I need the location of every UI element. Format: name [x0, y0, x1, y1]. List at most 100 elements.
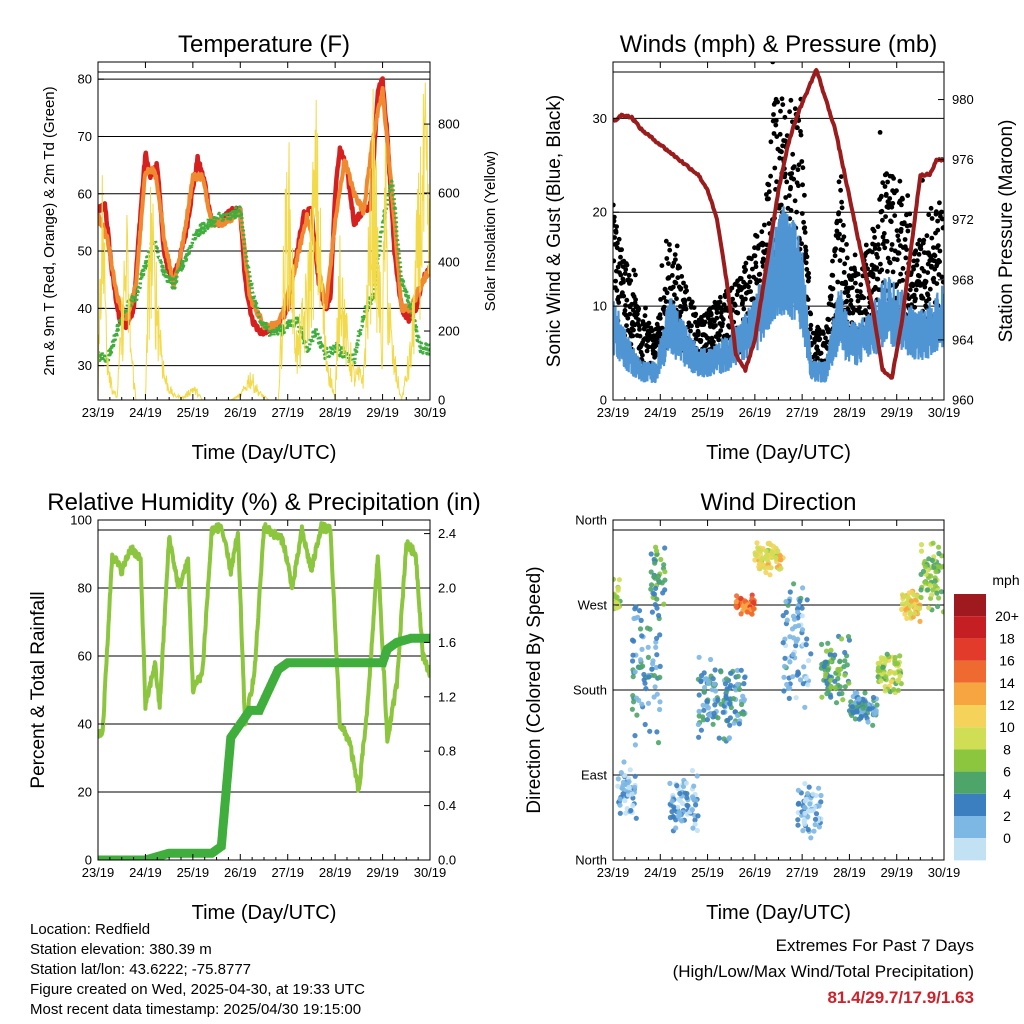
gust-point [879, 208, 885, 214]
direction-point [738, 595, 744, 602]
direction-point [767, 572, 773, 578]
gust-point [911, 292, 917, 298]
direction-point [818, 792, 824, 799]
y2-tick-label: 0.4 [438, 798, 456, 813]
gust-point [925, 292, 931, 298]
direction-point [652, 560, 658, 566]
x-tick-label: 23/19 [597, 405, 630, 420]
direction-point [922, 579, 928, 585]
x-axis-label: Time (Day/UTC) [706, 902, 851, 924]
gust-point [714, 315, 720, 321]
gust-point [645, 338, 651, 343]
direction-point [653, 585, 659, 592]
direction-point [657, 699, 663, 705]
gust-point [689, 323, 694, 329]
y2-tick-label: 968 [952, 272, 974, 287]
direction-point [787, 659, 793, 665]
gust-point [630, 333, 636, 339]
gust-point [644, 348, 650, 354]
gust-point [790, 151, 796, 157]
gust-point [683, 306, 689, 312]
gust-point [779, 149, 784, 155]
gust-point [791, 164, 797, 170]
direction-point [698, 678, 704, 684]
direction-point [930, 540, 936, 546]
direction-point [763, 548, 769, 554]
direction-point [743, 604, 749, 610]
direction-point [931, 565, 937, 571]
gust-point [828, 293, 834, 299]
direction-point [742, 674, 748, 681]
direction-point [793, 638, 799, 645]
gust-point [849, 277, 855, 282]
direction-point [645, 700, 652, 706]
direction-point [936, 544, 942, 550]
direction-point [918, 587, 924, 593]
gust-point [780, 102, 786, 107]
direction-point [802, 781, 808, 787]
gust-point [883, 214, 888, 220]
gust-point [766, 221, 772, 226]
gust-point [799, 159, 805, 164]
direction-point [652, 684, 658, 690]
direction-point [837, 658, 843, 664]
direction-point [825, 667, 831, 673]
direction-point [733, 603, 739, 610]
x-tick-label: 23/19 [82, 865, 115, 880]
direction-point [702, 684, 708, 691]
direction-point [722, 681, 729, 687]
gust-point [711, 339, 716, 345]
direction-point [632, 784, 638, 791]
gust-point [939, 274, 944, 280]
legend-label: 6 [1003, 764, 1011, 780]
direction-point [632, 615, 638, 621]
direction-point [618, 770, 624, 776]
gust-point [913, 296, 918, 302]
gust-point [818, 350, 824, 356]
direction-point [874, 702, 880, 708]
gust-point [839, 199, 844, 205]
direction-point [673, 825, 679, 831]
gust-point [684, 288, 689, 294]
direction-point [632, 733, 638, 739]
direction-point [912, 610, 918, 616]
direction-point [850, 710, 856, 716]
gust-point [661, 304, 667, 310]
gust-point [720, 321, 725, 327]
gust-point [892, 213, 898, 219]
gust-point [623, 303, 628, 308]
direction-point [671, 804, 677, 810]
direction-point [655, 573, 662, 579]
gust-point [802, 230, 808, 235]
gust-point [907, 287, 913, 293]
gust-point [935, 243, 941, 249]
direction-point [696, 713, 702, 719]
y2-tick-label: 1.2 [438, 689, 456, 704]
gust-point [884, 239, 890, 244]
gust-point [911, 266, 916, 272]
direction-point [806, 784, 812, 790]
gust-point [783, 171, 788, 177]
y-tick-label: 70 [78, 129, 92, 144]
direction-point [657, 706, 663, 713]
gust-point [802, 225, 808, 231]
gust-point [618, 254, 623, 260]
gust-point [907, 211, 913, 217]
x-tick-label: 28/19 [319, 405, 352, 420]
direction-point [626, 784, 632, 791]
gust-point [643, 305, 648, 311]
chart-title: Wind Direction [700, 489, 856, 516]
gust-point [894, 188, 899, 194]
direction-point [677, 798, 683, 804]
direction-point [810, 791, 816, 797]
gust-point [734, 292, 740, 298]
y-tick-label: 100 [70, 513, 92, 528]
gust-point [861, 295, 867, 301]
gust-point [921, 268, 927, 274]
gust-point [657, 312, 663, 318]
direction-point [816, 785, 822, 791]
direction-point [613, 576, 616, 582]
gust-point [840, 248, 846, 253]
gust-point [762, 222, 767, 228]
legend-title: mph [992, 572, 1019, 588]
